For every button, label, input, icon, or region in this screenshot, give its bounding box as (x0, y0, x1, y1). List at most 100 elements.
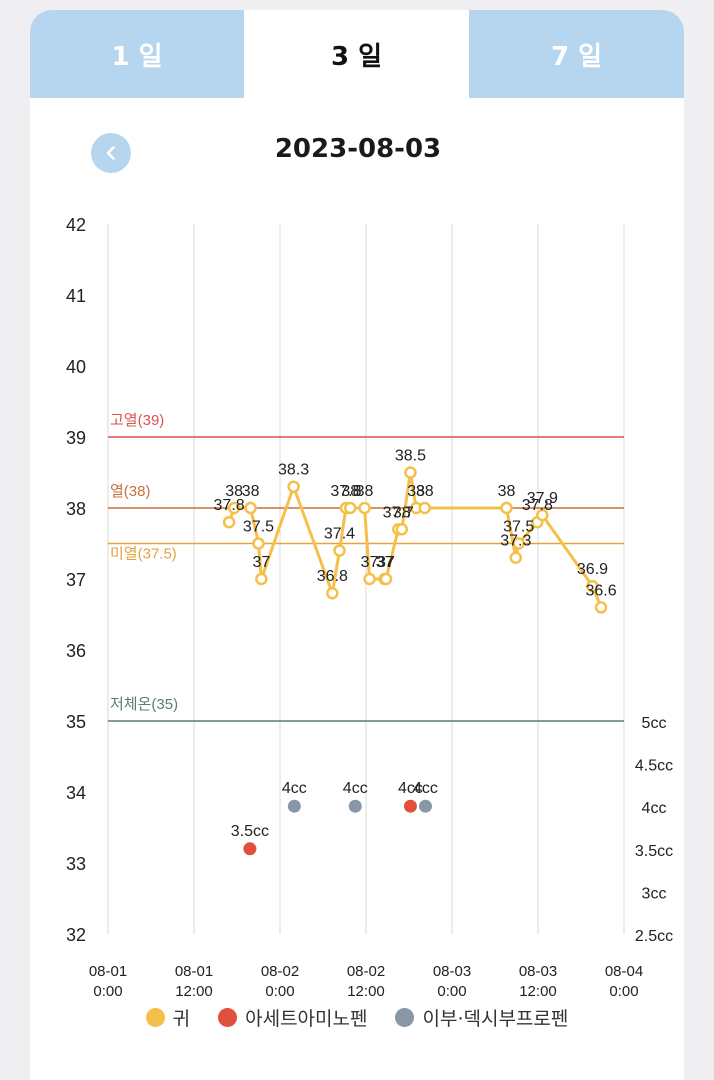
y-tick-label: 36 (66, 641, 86, 661)
chart-card: 1 일 3 일 7 일 2023-08-03 (30, 10, 684, 1080)
data-label-ear: 38.3 (278, 462, 309, 479)
x-tick-date: 08-02 (347, 963, 385, 980)
data-point-ibuprofen (418, 799, 432, 813)
y-tick-label: 34 (66, 783, 86, 803)
threshold-label: 고열(39) (110, 412, 164, 429)
tab-1-day[interactable]: 1 일 (30, 10, 244, 98)
y-tick-label: 32 (66, 925, 86, 945)
legend-item-ear[interactable]: 귀 (145, 1004, 191, 1031)
x-tick-date: 08-03 (433, 963, 471, 980)
data-point-ibuprofen (348, 799, 362, 813)
legend-label-acetaminophen: 아세트아미노펜 (245, 1008, 368, 1030)
y-right-tick-label: 3cc (642, 885, 667, 902)
y-tick-label: 42 (66, 215, 86, 235)
data-label-ear: 36.9 (577, 561, 608, 578)
legend-dot-acetaminophen (218, 1008, 238, 1027)
x-tick-date: 08-04 (605, 963, 643, 980)
data-point-ear (500, 501, 513, 515)
x-tick-date: 08-02 (261, 963, 299, 980)
tab-7-days[interactable]: 7 일 (469, 10, 684, 98)
data-label-ear: 38 (498, 483, 516, 500)
period-tabs: 1 일 3 일 7 일 (30, 10, 684, 98)
data-point-ear (379, 572, 393, 586)
data-point-ear (222, 515, 236, 529)
data-label-ibuprofen: 4cc (413, 780, 438, 797)
data-label-ear: 37 (361, 554, 379, 571)
y-tick-label: 38 (66, 499, 86, 519)
data-label-ear: 37.7 (383, 504, 414, 521)
y-right-tick-label: 4.5cc (635, 758, 673, 775)
data-point-acetaminophen (403, 799, 417, 813)
x-tick-time: 0:00 (93, 983, 122, 1000)
data-point-ear (404, 466, 417, 479)
y-tick-label: 40 (66, 357, 86, 377)
data-label-ibuprofen: 4cc (282, 780, 307, 797)
data-label-ear: 38 (407, 483, 425, 500)
y-tick-label: 35 (66, 712, 86, 732)
data-label-ear: 38 (356, 483, 374, 500)
data-point-ear (358, 501, 371, 515)
threshold-label: 미열(37.5) (110, 546, 177, 563)
data-label-ear: 38 (393, 504, 411, 521)
data-point-ear (333, 544, 346, 557)
data-point-ear (509, 551, 523, 564)
chevron-left-icon (106, 146, 115, 160)
legend-item-acetaminophen[interactable]: 아세트아미노펜 (218, 1004, 367, 1031)
data-point-ear (255, 572, 268, 586)
data-point-ear (594, 601, 608, 614)
threshold-label: 열(38) (110, 483, 150, 500)
data-label-ear: 37.8 (522, 497, 553, 514)
data-label-ear: 37.9 (527, 490, 558, 507)
data-point-ear (287, 480, 300, 493)
back-button[interactable] (91, 133, 131, 173)
data-label-ear: 38 (225, 483, 243, 500)
data-point-ear (244, 501, 257, 515)
data-label-ear: 37.8 (214, 497, 245, 514)
legend-label-ibuprofen: 이부·덱시부프로펜 (422, 1008, 569, 1030)
x-tick-time: 0:00 (265, 983, 294, 1000)
legend-item-ibuprofen[interactable]: 이부·덱시부프로펜 (395, 1004, 568, 1031)
data-point-ear (418, 501, 432, 515)
data-label-ear: 37 (252, 554, 270, 571)
data-label-acetaminophen: 3.5cc (231, 823, 269, 840)
data-point-ibuprofen (287, 799, 301, 813)
x-tick-time: 0:00 (609, 983, 638, 1000)
y-tick-label: 37 (66, 570, 86, 590)
data-label-ear: 37.8 (330, 483, 361, 500)
date-title: 2023-08-03 (274, 134, 442, 164)
temperature-chart: 32 33 34 35 36 37 38 39 40 41 42 2.5cc 3cc 3.5cc 4cc 4.… (66, 215, 673, 1000)
data-point-ear (326, 586, 339, 600)
legend-label-ear: 귀 (172, 1008, 191, 1030)
y-right-tick-label: 3.5cc (635, 843, 673, 860)
y-tick-label: 33 (66, 854, 86, 874)
data-label-ear: 37.5 (243, 519, 274, 536)
legend-dot-ear (145, 1008, 165, 1027)
data-point-ear (586, 579, 599, 593)
data-label-ear: 36.8 (317, 568, 348, 585)
data-label-ear: 37 (377, 554, 395, 571)
tab-3-days[interactable]: 3 일 (244, 10, 469, 98)
x-tick-time: 0:00 (437, 983, 466, 1000)
y-right-tick-label: 4cc (642, 800, 667, 817)
data-label-ear: 37 (376, 554, 394, 571)
data-point-ear (395, 523, 409, 536)
x-tick-date: 08-03 (519, 963, 557, 980)
data-point-acetaminophen (243, 842, 257, 856)
y-right-tick-label: 2.5cc (635, 928, 673, 945)
data-point-ear (227, 501, 241, 515)
data-label-ear: 37.5 (503, 519, 534, 536)
data-label-ear: 38 (416, 483, 434, 500)
data-label-ibuprofen: 4cc (343, 780, 368, 797)
data-label-ear: 37.3 (500, 533, 531, 550)
data-label-ear: 38.5 (395, 448, 426, 465)
y-tick-label: 41 (66, 286, 86, 306)
chart-legend: 귀 아세트아미노펜 이부·덱시부프로펜 (0, 1004, 714, 1031)
data-point-ear (363, 572, 376, 586)
data-point-ear (252, 537, 265, 550)
y-tick-label: 39 (66, 428, 86, 448)
threshold-label: 저체온(35) (110, 696, 178, 713)
x-tick-time: 12:00 (519, 983, 557, 1000)
data-label-ear: 36.6 (585, 582, 616, 599)
data-label-ear: 37.4 (324, 526, 355, 543)
data-point-ear (536, 508, 549, 522)
